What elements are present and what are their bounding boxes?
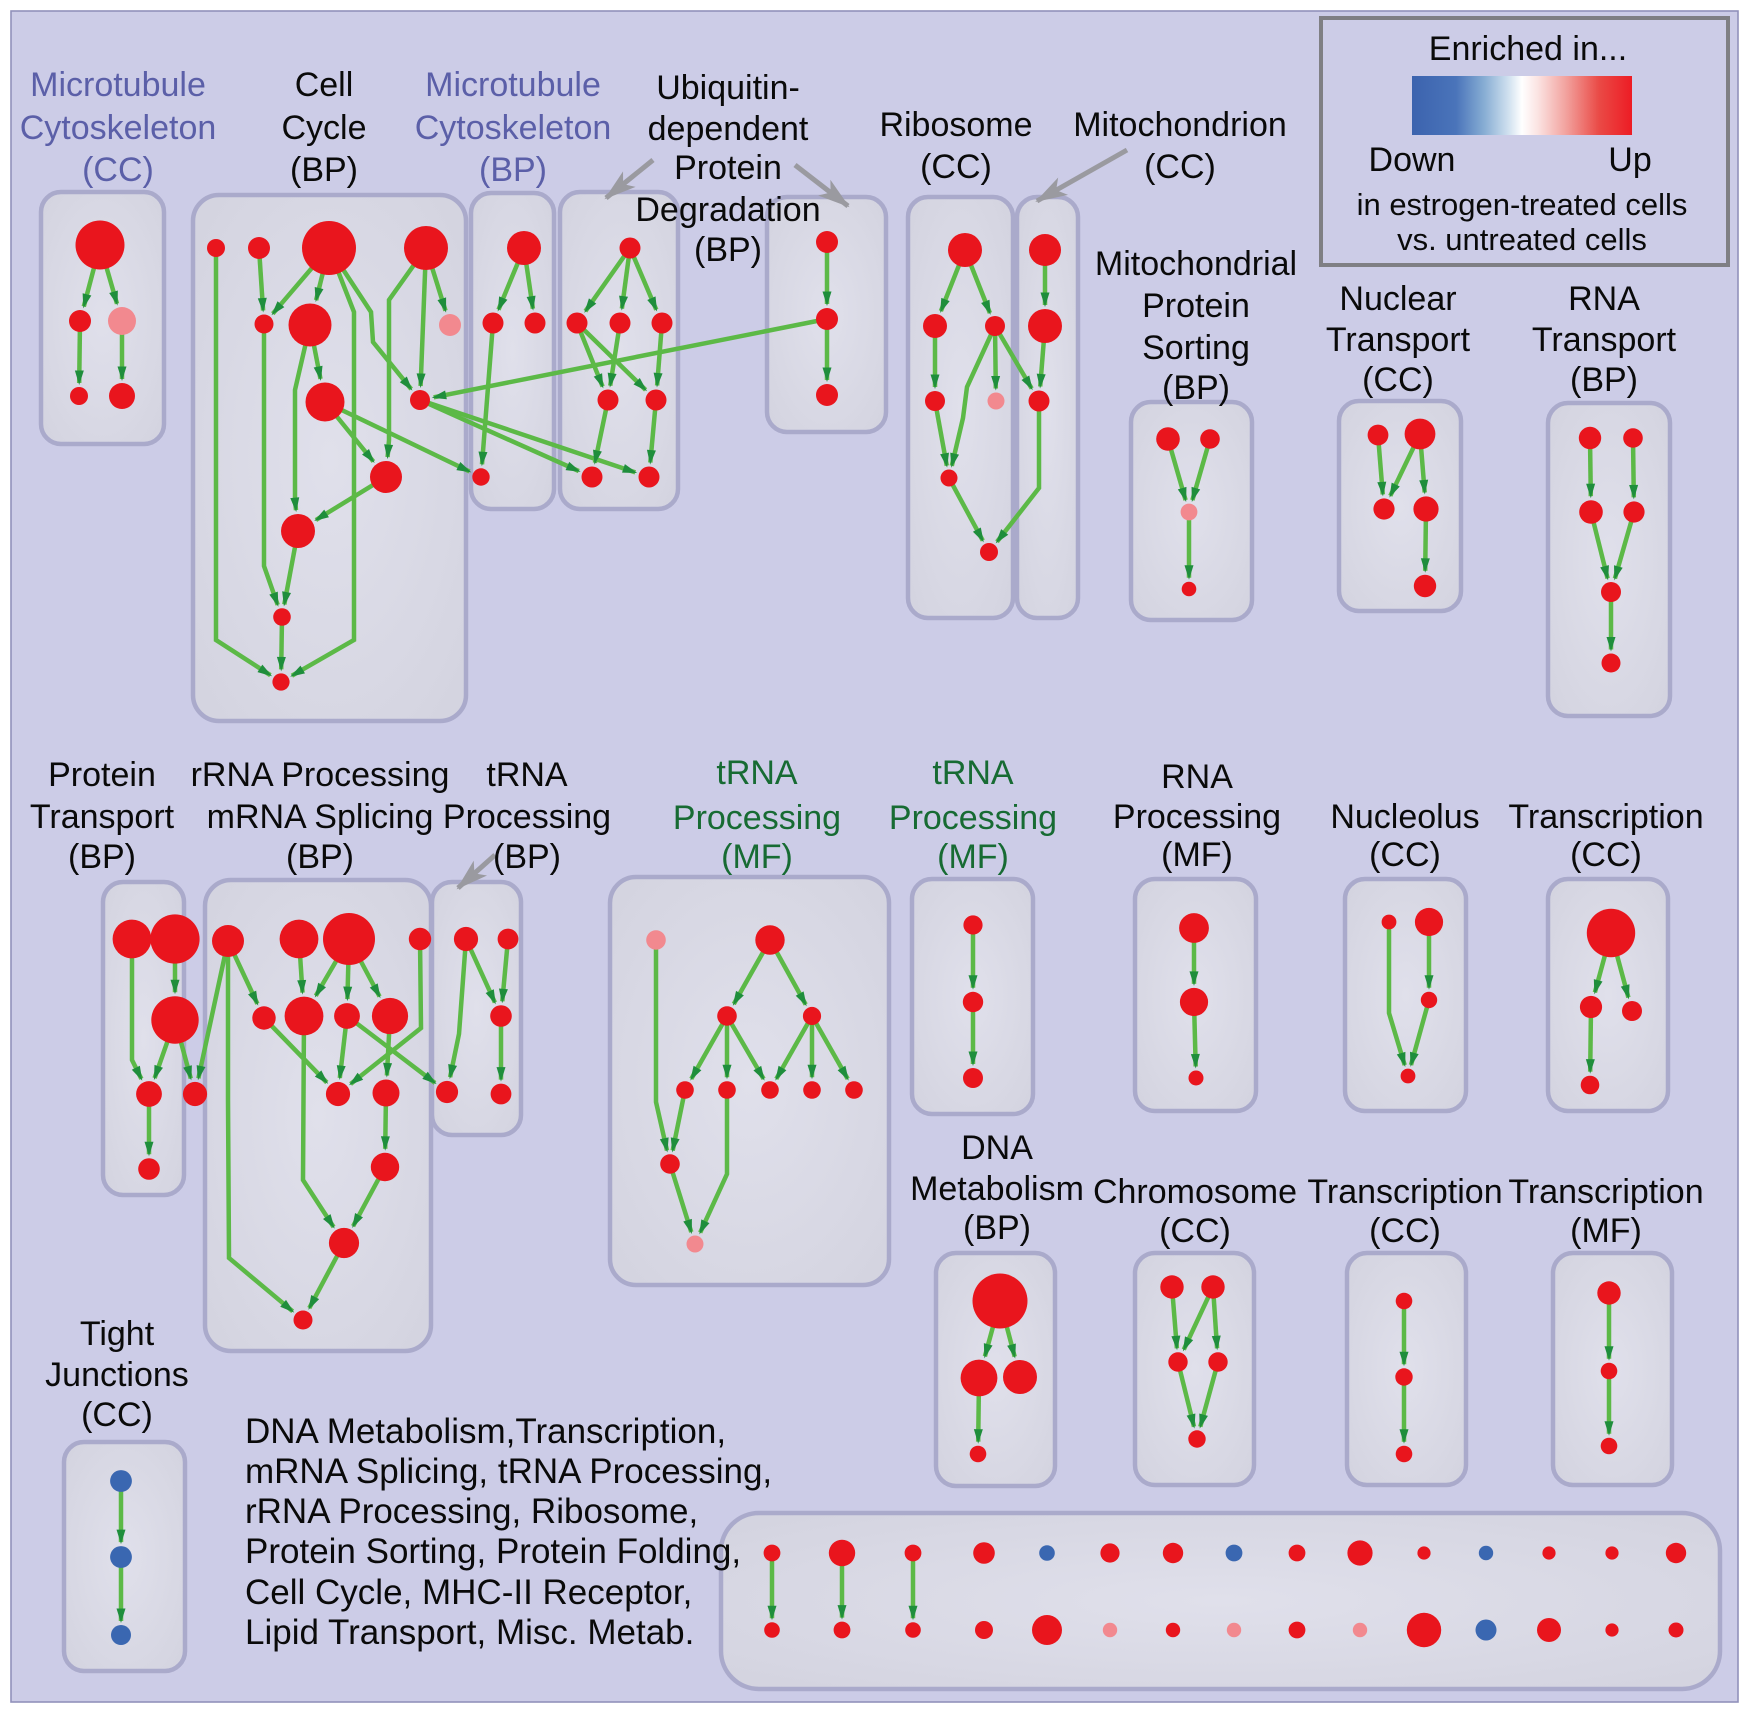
svg-text:Metabolism: Metabolism [910,1170,1084,1208]
svg-text:Protein: Protein [674,149,782,187]
svg-text:Nucleolus: Nucleolus [1330,798,1479,836]
svg-text:(MF): (MF) [1570,1212,1642,1250]
svg-text:(MF): (MF) [721,838,793,876]
svg-text:Transcription: Transcription [1508,798,1703,836]
svg-text:RNA: RNA [1161,758,1233,796]
svg-text:(CC): (CC) [920,148,992,186]
svg-text:Transport: Transport [1326,321,1471,359]
svg-text:Microtubule: Microtubule [425,66,601,104]
svg-text:(BP): (BP) [1570,361,1638,399]
svg-text:mRNA Splicing, tRNA Processing: mRNA Splicing, tRNA Processing, [245,1452,772,1491]
svg-text:Chromosome: Chromosome [1093,1173,1297,1211]
svg-text:(BP): (BP) [479,151,547,189]
svg-text:rRNA Processing, Ribosome,: rRNA Processing, Ribosome, [245,1492,698,1531]
svg-text:mRNA Splicing: mRNA Splicing [207,798,434,836]
svg-text:Sorting: Sorting [1142,329,1250,367]
svg-text:(CC): (CC) [1362,361,1434,399]
svg-text:Degradation: Degradation [635,191,820,229]
svg-text:in estrogen-treated cells: in estrogen-treated cells [1357,187,1688,222]
svg-text:(CC): (CC) [81,1396,153,1434]
svg-text:Protein Sorting, Protein Foldi: Protein Sorting, Protein Folding, [245,1532,741,1571]
svg-text:Processing: Processing [443,798,611,836]
svg-text:Microtubule: Microtubule [30,66,206,104]
svg-text:Ribosome: Ribosome [879,106,1032,144]
svg-text:(CC): (CC) [1159,1212,1231,1250]
svg-text:Cytoskeleton: Cytoskeleton [415,109,612,147]
svg-text:Junctions: Junctions [45,1356,189,1394]
svg-text:Processing: Processing [889,799,1057,837]
svg-text:Mitochondrial: Mitochondrial [1095,245,1297,283]
svg-text:Transport: Transport [1532,321,1677,359]
svg-text:Protein: Protein [48,756,156,794]
svg-text:Tight: Tight [80,1315,155,1353]
svg-text:Cell Cycle, MHC-II Receptor,: Cell Cycle, MHC-II Receptor, [245,1573,692,1612]
svg-text:(BP): (BP) [694,231,762,269]
svg-text:DNA Metabolism,Transcription,: DNA Metabolism,Transcription, [245,1412,726,1451]
svg-text:Enriched in...: Enriched in... [1429,30,1627,68]
svg-text:Cycle: Cycle [281,109,366,147]
svg-text:RNA: RNA [1568,280,1640,318]
svg-text:Ubiquitin-: Ubiquitin- [656,69,800,107]
svg-text:Transport: Transport [30,798,175,836]
svg-text:Transcription: Transcription [1307,1173,1502,1211]
svg-text:Nuclear: Nuclear [1339,280,1456,318]
svg-text:Up: Up [1608,141,1651,179]
svg-text:Cytoskeleton: Cytoskeleton [20,109,217,147]
svg-text:DNA: DNA [961,1129,1033,1167]
svg-text:(BP): (BP) [1162,369,1230,407]
svg-text:rRNA Processing: rRNA Processing [191,756,450,794]
svg-text:tRNA: tRNA [486,756,568,794]
svg-text:(CC): (CC) [1369,836,1441,874]
svg-text:(BP): (BP) [963,1209,1031,1247]
svg-text:vs. untreated cells: vs. untreated cells [1397,222,1647,257]
svg-text:tRNA: tRNA [716,754,798,792]
svg-text:(CC): (CC) [1570,836,1642,874]
svg-text:tRNA: tRNA [932,754,1014,792]
svg-text:(MF): (MF) [937,838,1009,876]
svg-text:Mitochondrion: Mitochondrion [1073,106,1287,144]
svg-text:(CC): (CC) [1369,1212,1441,1250]
svg-text:Protein: Protein [1142,287,1250,325]
svg-text:(BP): (BP) [68,838,136,876]
svg-text:(MF): (MF) [1161,836,1233,874]
svg-text:Down: Down [1369,141,1456,179]
svg-text:Lipid Transport, Misc. Metab.: Lipid Transport, Misc. Metab. [245,1613,694,1652]
svg-text:(CC): (CC) [82,151,154,189]
svg-text:Processing: Processing [673,799,841,837]
svg-text:Transcription: Transcription [1508,1173,1703,1211]
svg-text:(CC): (CC) [1144,148,1216,186]
svg-text:Processing: Processing [1113,798,1281,836]
svg-text:(BP): (BP) [290,151,358,189]
svg-text:Cell: Cell [295,66,354,104]
svg-text:(BP): (BP) [286,838,354,876]
svg-text:dependent: dependent [648,110,809,148]
svg-text:(BP): (BP) [493,838,561,876]
